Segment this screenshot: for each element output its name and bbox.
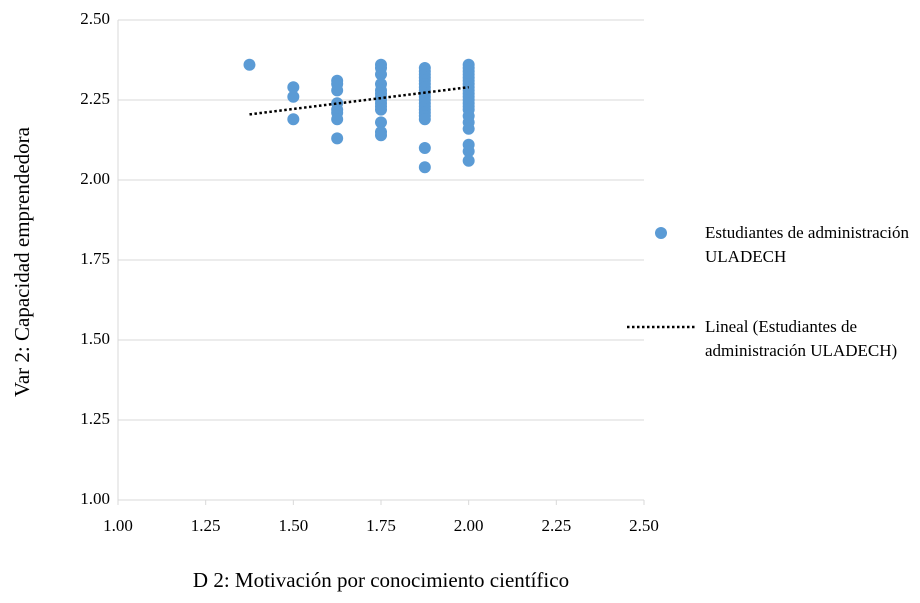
y-tick-label: 2.25 [80,89,110,108]
x-axis-title: D 2: Motivación por conocimiento científ… [193,568,569,592]
point [331,113,344,126]
point [243,58,256,71]
point [375,103,387,116]
y-tick-label: 1.50 [80,329,110,348]
x-tick-label: 2.50 [629,516,659,535]
x-tick-label: 2.00 [454,516,484,535]
x-tick-label: 2.25 [541,516,571,535]
legend-marker [655,227,667,239]
point [418,113,431,126]
point [331,84,344,97]
legend-label: Estudiantes de administración ULADECH [705,223,909,266]
y-tick-label: 1.00 [80,489,110,508]
y-tick-label: 1.75 [80,249,110,268]
point [418,142,431,154]
y-axis-title: Var 2: Capacidad emprendedora [10,126,34,397]
x-tick-label: 1.25 [191,516,221,535]
y-tick-label: 2.00 [80,169,110,188]
point [331,132,344,145]
x-tick-label: 1.75 [366,516,396,535]
x-tick-label: 1.00 [103,516,133,535]
point [287,113,300,126]
point [462,154,475,167]
point [375,68,387,81]
legend-label: Lineal (Estudiantes de administración UL… [705,317,898,360]
point [375,116,387,129]
point [287,81,300,94]
trendline [249,85,469,116]
y-tick-label: 1.25 [80,409,110,428]
y-tick-label: 2.50 [80,9,110,28]
point [418,161,431,174]
point [287,90,300,103]
point [462,145,475,158]
point [462,122,475,135]
x-tick-label: 1.50 [278,516,308,535]
point [375,129,387,142]
